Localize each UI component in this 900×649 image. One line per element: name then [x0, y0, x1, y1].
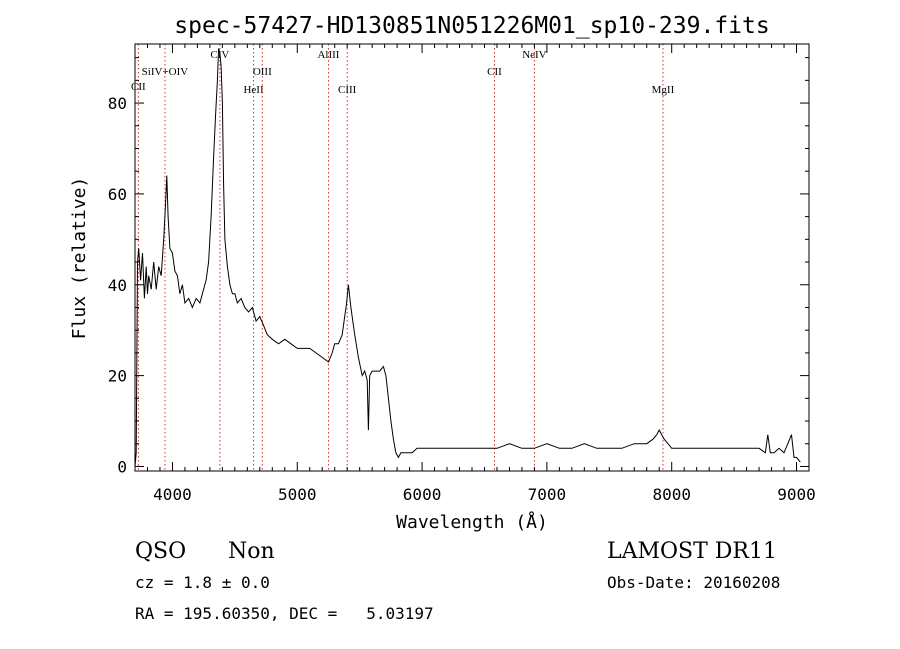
line-label-mgii: MgII [652, 84, 675, 96]
x-axis-label: Wavelength (Å) [396, 511, 548, 533]
y-tick-label: 60 [108, 185, 127, 204]
line-label-cii: CII [487, 66, 502, 78]
line-label-ciii: CIII [338, 84, 357, 96]
object-class: QSO [135, 539, 186, 564]
x-tick-label: 7000 [528, 485, 567, 504]
line-label-cii: CII [131, 81, 146, 93]
x-tick-label: 6000 [403, 485, 442, 504]
x-tick-label: 4000 [153, 485, 192, 504]
obs-date: Obs-Date: 20160208 [607, 573, 780, 592]
coordinates: RA = 195.60350, DEC = 5.03197 [135, 604, 434, 623]
plot-frame [134, 43, 810, 472]
redshift-cz: cz = 1.8 ± 0.0 [135, 573, 270, 592]
y-tick-label: 40 [108, 276, 127, 295]
plot-title: spec-57427-HD130851N051226M01_sp10-239.f… [174, 13, 769, 39]
y-axis-label: Flux (relative) [69, 177, 90, 340]
x-axis: 4000 5000 6000 7000 8000 9000 [134, 44, 816, 504]
line-label-aliii: AlIII [317, 49, 339, 61]
object-subclass: Non [228, 539, 275, 564]
y-tick-label: 80 [108, 94, 127, 113]
line-label-heii: HeII [243, 84, 263, 96]
y-tick-label: 0 [117, 457, 127, 476]
y-axis: 0 20 40 60 80 [108, 57, 809, 476]
x-tick-label: 9000 [777, 485, 816, 504]
y-tick-label: 20 [108, 367, 127, 386]
survey-name: LAMOST DR11 [607, 539, 777, 564]
line-label-siiv+oiv: SiIV+OIV [142, 66, 189, 78]
line-label-oiii: OIII [253, 66, 272, 78]
x-tick-label: 8000 [652, 485, 691, 504]
emission-line-markers: CIISiIV+OIVCIVHeIIOIIIAlIIICIIICIINeIVMg… [131, 44, 675, 471]
x-tick-label: 5000 [278, 485, 317, 504]
spectrum-line [134, 48, 801, 467]
line-label-neiv: NeIV [522, 49, 546, 61]
